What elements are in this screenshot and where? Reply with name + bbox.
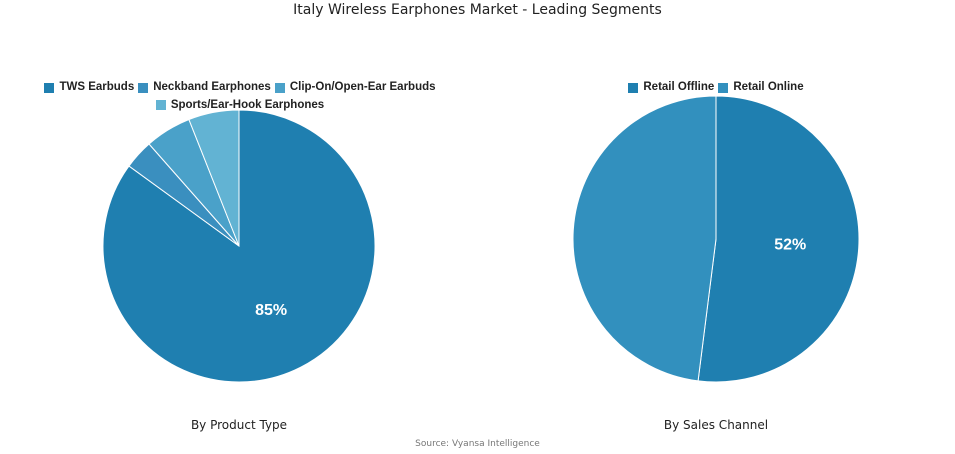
legend-swatch xyxy=(138,82,149,93)
pie-slice-label: 52% xyxy=(774,237,806,254)
legend-product-type: TWS Earbuds Neckband Earphones Clip-On/Ope… xyxy=(40,80,440,115)
pie-sales-channel: 52% xyxy=(572,95,860,383)
legend-label: Retail Online xyxy=(733,81,804,93)
legend-swatch xyxy=(274,82,285,93)
legend-swatch xyxy=(718,82,729,93)
source-note: Source: Vyansa Intelligence xyxy=(415,439,540,449)
subtitle-sales-channel: By Sales Channel xyxy=(663,418,769,432)
pie-slice xyxy=(697,95,860,383)
legend-label: Sports/Ear-Hook Earphones xyxy=(170,98,325,111)
legend-swatch xyxy=(44,82,55,93)
legend-sales-channel: Retail Offline Retail Online xyxy=(566,80,866,98)
legend-swatch xyxy=(628,82,639,93)
legend-item: Retail Offline xyxy=(628,80,714,95)
legend-swatch xyxy=(155,100,166,110)
pie-slice-label: 85% xyxy=(255,302,287,319)
legend-item: Sports/Ear-Hook Earphones xyxy=(155,98,325,113)
pie-product-type: 85% xyxy=(102,109,376,383)
subtitle-product-type: By Product Type xyxy=(190,418,288,432)
legend-label: Clip-On/Open-Ear Earbuds xyxy=(289,81,436,93)
legend-label: Neckband Earphones xyxy=(153,81,271,93)
legend-item: Retail Online xyxy=(718,80,804,95)
chart-title: Italy Wireless Earphones Market - Leadin… xyxy=(293,2,662,18)
legend-label: Retail Offline xyxy=(643,81,715,93)
legend-item: Neckband Earphones xyxy=(138,80,271,95)
pie-slice xyxy=(188,109,240,247)
pie-slice xyxy=(572,95,717,382)
legend-item: Clip-On/Open-Ear Earbuds xyxy=(274,80,436,95)
legend-label: TWS Earbuds xyxy=(59,81,135,93)
legend-item: TWS Earbuds xyxy=(44,80,134,95)
